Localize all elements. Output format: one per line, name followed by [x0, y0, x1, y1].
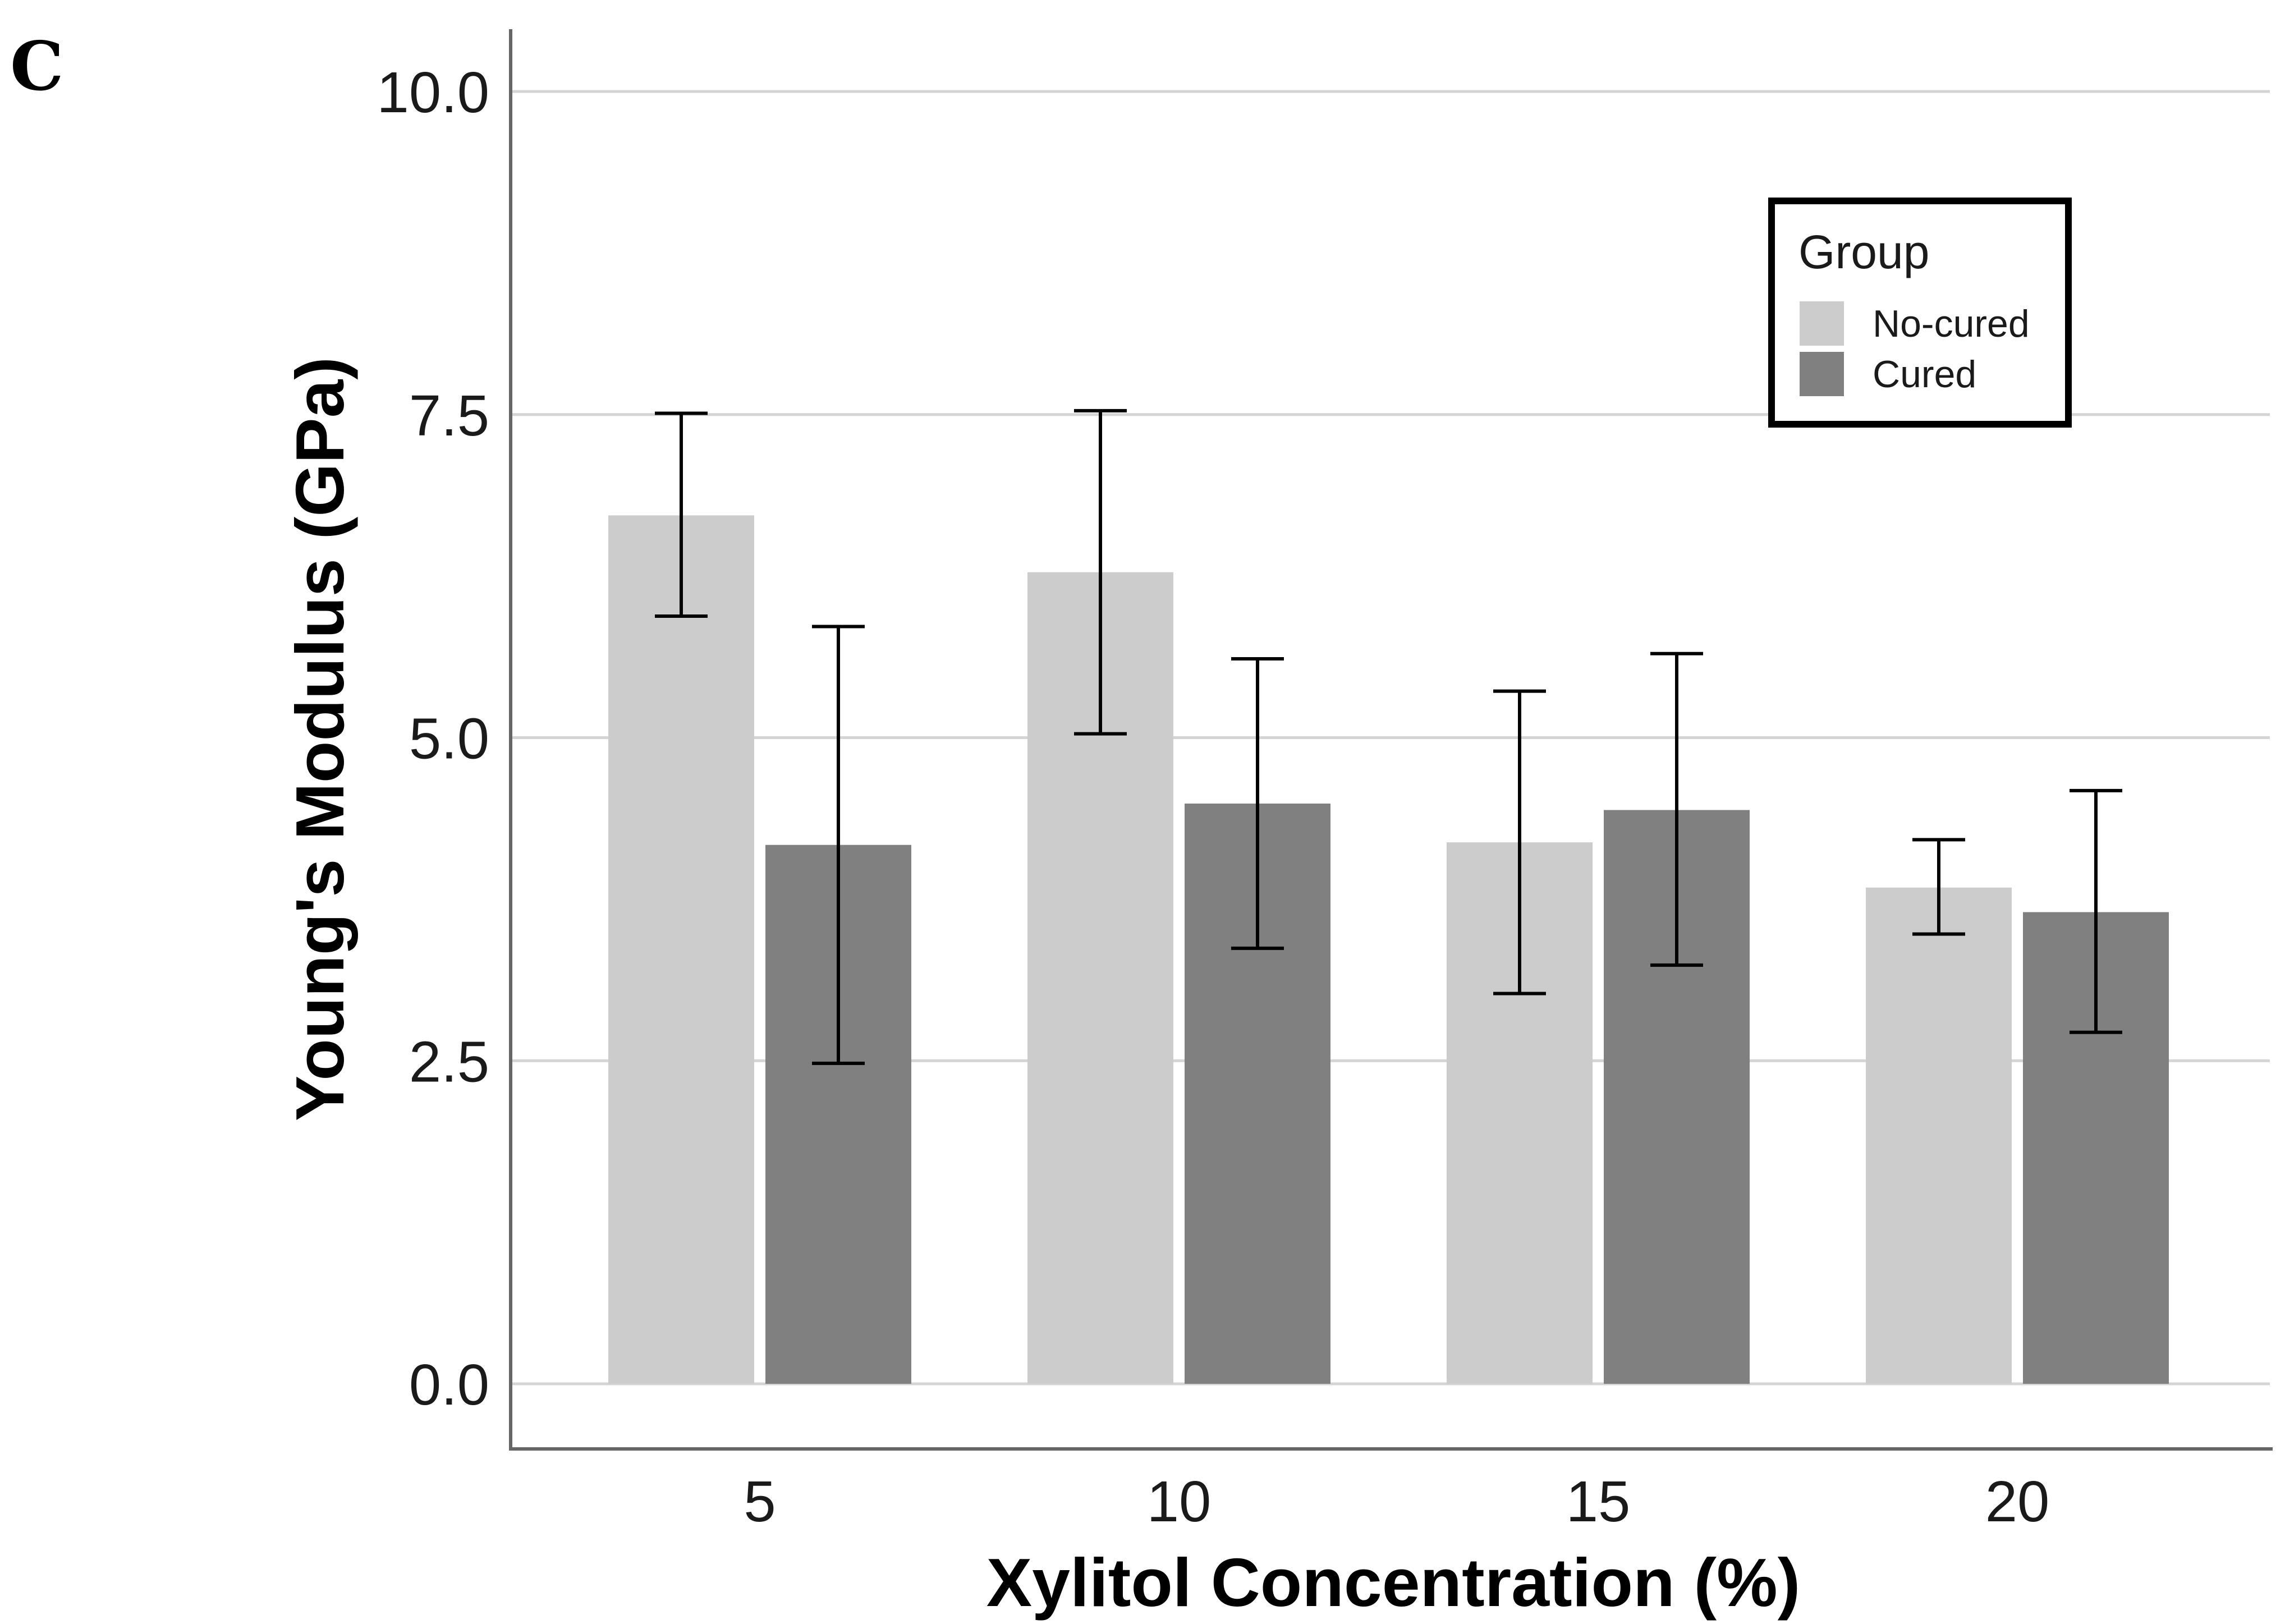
y-tick-label: 5.0 — [409, 707, 489, 771]
bar-no-cured-5 — [608, 515, 754, 1384]
x-tick-label-5: 5 — [744, 1469, 776, 1534]
errorbar-cured-5 — [812, 625, 865, 1065]
error-bars — [655, 409, 2122, 1065]
x-tick-label-20: 20 — [1985, 1469, 2050, 1534]
y-tick-label: 7.5 — [409, 383, 489, 448]
panel-label: C — [10, 27, 64, 106]
y-axis-title: Young's Modulus (GPa) — [282, 357, 358, 1121]
x-tick-label-10: 10 — [1147, 1469, 1212, 1534]
y-tick-label: 0.0 — [409, 1352, 489, 1417]
legend-label-cured: Cured — [1873, 353, 1976, 396]
y-tick-label: 2.5 — [409, 1029, 489, 1094]
legend-swatch-no-cured — [1800, 301, 1844, 346]
legend-title: Group — [1798, 226, 1929, 278]
x-tick-label-15: 15 — [1566, 1469, 1631, 1534]
legend-label-no-cured: No-cured — [1873, 302, 2030, 345]
errorbar-cured-10 — [1231, 657, 1284, 950]
errorbar-no-cured-5 — [655, 411, 708, 618]
errorbar-no-cured-20 — [1912, 838, 1965, 936]
legend: Group No-cured Cured — [1768, 198, 2072, 428]
x-tick-labels: 5 10 15 20 — [744, 1469, 2049, 1534]
legend-swatch-cured — [1800, 352, 1844, 396]
errorbar-no-cured-15 — [1493, 689, 1546, 995]
errorbar-cured-15 — [1650, 652, 1703, 967]
errorbar-no-cured-10 — [1074, 409, 1127, 736]
errorbar-cured-20 — [2070, 788, 2122, 1034]
bars — [608, 515, 2169, 1384]
y-tick-labels: 0.0 2.5 5.0 7.5 10.0 — [377, 60, 489, 1417]
y-tick-label: 10.0 — [377, 60, 489, 125]
x-axis-title: Xylitol Concentration (%) — [987, 1544, 1800, 1621]
bar-no-cured-20 — [1866, 887, 2012, 1384]
